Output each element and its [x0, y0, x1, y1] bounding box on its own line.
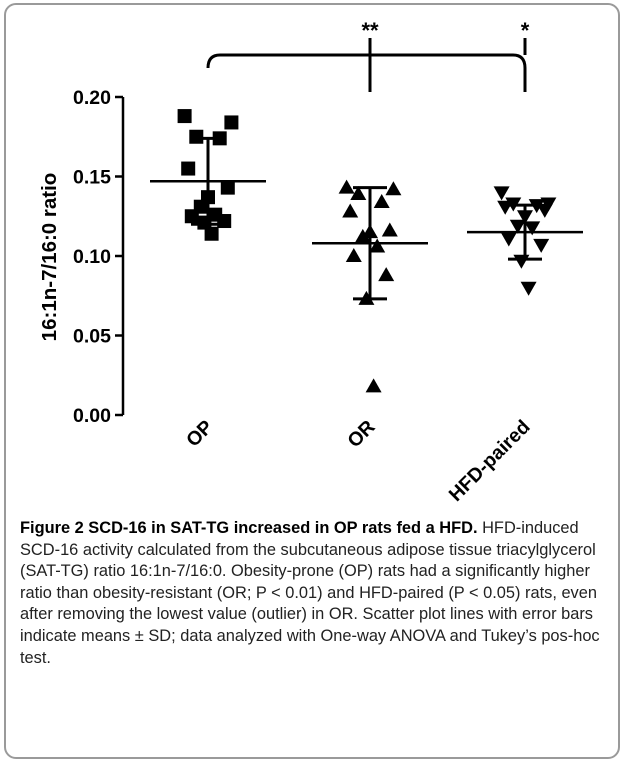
y-axis: 0.00 0.05 0.10 0.15 0.20: [73, 87, 125, 427]
data-point: [373, 193, 390, 208]
data-point: [354, 228, 371, 243]
data-point: [513, 254, 530, 269]
x-category-label: OR: [343, 416, 379, 452]
data-group-hfd-paired: [467, 186, 583, 296]
y-tick-label: 0.15: [73, 167, 111, 189]
data-point: [177, 109, 192, 124]
data-point: [509, 219, 526, 234]
data-point: [524, 221, 541, 236]
data-point: [181, 161, 196, 176]
data-point: [350, 185, 367, 200]
data-group-or: [312, 179, 428, 393]
x-category-label: OP: [182, 416, 217, 451]
bracket-right-corner: [512, 53, 527, 69]
data-point: [493, 186, 510, 201]
data-point: [385, 181, 402, 196]
figure-caption: Figure 2 SCD-16 in SAT-TG increased in O…: [20, 518, 616, 669]
significance-brackets: ** *: [206, 18, 530, 92]
data-point: [189, 129, 204, 144]
y-tick-label: 0.05: [73, 326, 111, 348]
x-axis: OP OR HFD-paired: [182, 416, 534, 506]
data-point: [184, 209, 199, 224]
bracket-left-corner: [206, 53, 221, 69]
data-point: [497, 200, 514, 215]
data-point: [378, 267, 395, 282]
y-axis-label: 16:1n-7/16:0 ratio: [38, 173, 61, 342]
data-groups: [150, 109, 583, 393]
data-point: [365, 378, 382, 393]
data-point: [369, 238, 386, 253]
x-category-label: HFD-paired: [445, 416, 535, 506]
data-point: [520, 281, 537, 296]
data-point: [381, 222, 398, 237]
data-group-op: [150, 109, 266, 241]
data-point: [536, 203, 553, 218]
y-tick-label: 0.20: [73, 87, 111, 109]
data-point: [220, 180, 235, 195]
data-point: [204, 226, 219, 241]
data-point: [217, 214, 232, 229]
y-tick-label: 0.00: [73, 405, 111, 427]
data-point: [345, 248, 362, 262]
caption-body: HFD-induced SCD-16 activity calculated f…: [20, 519, 600, 667]
data-point: [500, 232, 517, 247]
figure-frame: [4, 3, 620, 759]
significance-label: *: [521, 18, 530, 43]
significance-label: **: [361, 18, 379, 43]
data-point: [338, 179, 355, 194]
scatter-chart: ** * 0.000.050.100.150.20 OP OR HFD-paired …: [38, 18, 583, 506]
data-point: [224, 115, 239, 130]
data-point: [533, 238, 550, 253]
caption-title: Figure 2 SCD-16 in SAT-TG increased in O…: [20, 519, 478, 537]
y-tick-label: 0.10: [73, 246, 111, 268]
data-point: [342, 203, 359, 218]
